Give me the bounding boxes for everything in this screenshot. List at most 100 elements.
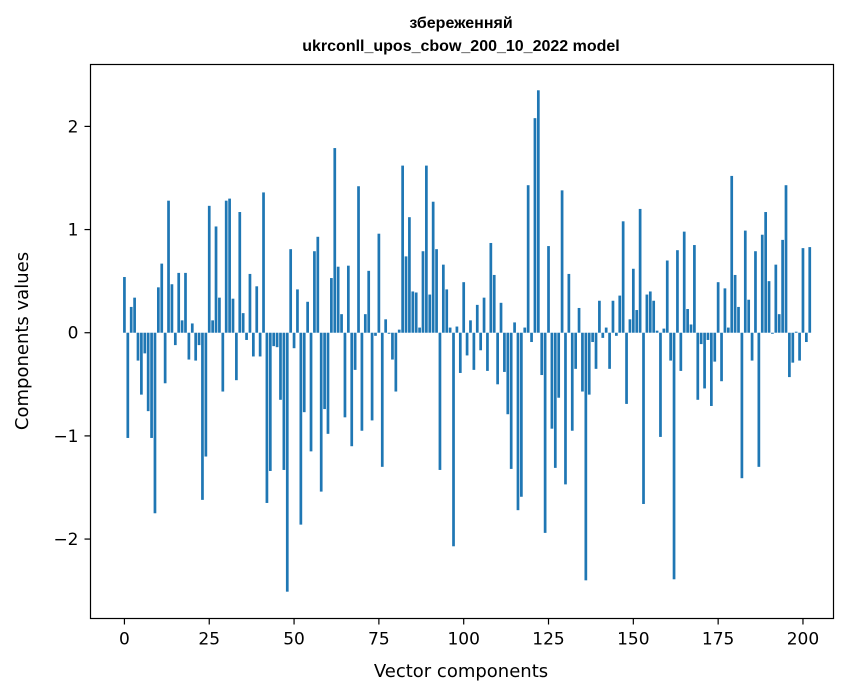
bar xyxy=(299,332,303,525)
bar xyxy=(482,297,486,333)
x-axis-label: Vector components xyxy=(374,661,548,682)
bar xyxy=(346,265,350,333)
bar xyxy=(777,314,781,333)
bar xyxy=(435,249,438,333)
bar xyxy=(652,300,656,333)
bar xyxy=(737,306,740,333)
bar xyxy=(357,186,360,333)
bar xyxy=(224,200,228,333)
bar xyxy=(655,330,659,333)
y-tick-label: 2 xyxy=(68,117,79,137)
bar xyxy=(411,291,415,333)
bar xyxy=(784,185,788,333)
bar xyxy=(350,332,354,447)
bar xyxy=(394,332,398,392)
bar xyxy=(740,332,744,479)
bar xyxy=(801,248,805,333)
bar xyxy=(408,217,411,333)
bar xyxy=(333,148,337,333)
bar xyxy=(404,256,408,333)
bar xyxy=(581,332,584,392)
bar xyxy=(343,332,347,418)
bar xyxy=(353,332,357,370)
bar xyxy=(248,273,252,333)
bar xyxy=(771,332,774,334)
bar xyxy=(567,273,571,333)
bar xyxy=(316,236,320,333)
bar xyxy=(574,332,578,369)
bar xyxy=(676,250,679,333)
bar xyxy=(492,274,496,333)
bar xyxy=(553,332,557,468)
bar xyxy=(313,251,316,333)
bar xyxy=(228,198,231,333)
bar xyxy=(133,297,136,333)
x-axis-ticks: 0 25 50 75 100 125 150 175 200 xyxy=(119,618,819,650)
bar xyxy=(672,332,676,580)
bar xyxy=(805,332,808,343)
bar xyxy=(767,281,771,333)
bar xyxy=(598,300,601,333)
bar xyxy=(533,118,537,333)
bar xyxy=(642,332,645,504)
bar xyxy=(781,239,784,333)
bar xyxy=(397,329,401,333)
bar xyxy=(265,332,269,503)
bar xyxy=(499,302,503,333)
bar xyxy=(384,319,388,333)
bar xyxy=(689,324,693,333)
bars-group xyxy=(123,90,812,592)
bar xyxy=(214,226,218,333)
bar xyxy=(720,332,723,382)
bar xyxy=(570,332,574,431)
bar xyxy=(648,291,652,333)
bar xyxy=(258,332,262,357)
bar xyxy=(289,249,293,333)
x-tick-label: 200 xyxy=(787,630,819,650)
bar xyxy=(496,332,499,385)
bar xyxy=(211,320,214,333)
bar xyxy=(791,332,795,363)
bar xyxy=(669,332,673,361)
y-tick-label: 0 xyxy=(68,324,79,344)
bar xyxy=(730,175,734,333)
chart-title-line2: ukrconll_upos_cbow_200_10_2022 model xyxy=(302,38,619,55)
y-tick-label: −2 xyxy=(53,530,78,550)
x-tick-label: 75 xyxy=(368,630,390,650)
bar xyxy=(706,332,710,340)
bar xyxy=(455,326,459,333)
bar xyxy=(486,332,489,371)
y-tick-label: −1 xyxy=(53,427,78,447)
bar xyxy=(615,332,618,336)
bar xyxy=(547,246,550,333)
bar xyxy=(703,332,706,389)
bar xyxy=(662,328,666,333)
bar xyxy=(129,306,133,333)
bar xyxy=(153,332,157,514)
bar xyxy=(682,231,686,333)
bar xyxy=(465,332,469,356)
bar xyxy=(194,332,198,361)
bar xyxy=(326,332,330,434)
bar xyxy=(235,332,238,381)
bar xyxy=(262,192,265,333)
x-tick-label: 0 xyxy=(119,630,130,650)
bar xyxy=(760,234,764,333)
x-tick-label: 25 xyxy=(198,630,220,650)
bar xyxy=(251,332,255,357)
bar xyxy=(723,288,727,333)
bar xyxy=(370,332,374,421)
bar xyxy=(506,332,510,415)
bar xyxy=(587,332,591,395)
bar xyxy=(743,230,747,333)
bar xyxy=(170,284,174,333)
bar xyxy=(523,327,527,333)
bar xyxy=(340,314,343,333)
x-tick-label: 175 xyxy=(702,630,734,650)
x-tick-label: 150 xyxy=(617,630,649,650)
bar xyxy=(221,332,225,392)
bar xyxy=(564,332,567,485)
bar xyxy=(167,200,170,333)
bar xyxy=(238,212,242,333)
